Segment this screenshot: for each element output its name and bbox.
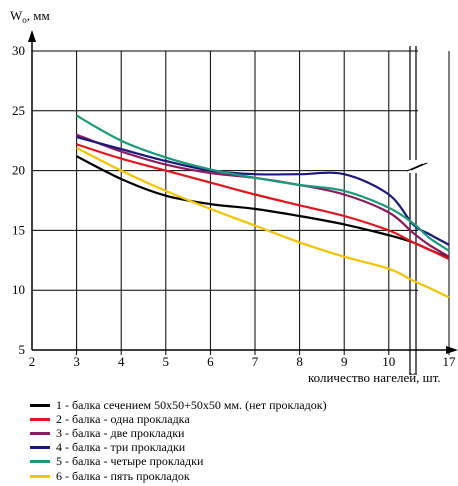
y-tick-label: 20 [12, 163, 25, 178]
y-axis-label-subscript: o [22, 15, 27, 25]
legend-item-2: 2 - балка - одна прокладка [30, 412, 327, 426]
legend-label: 4 - балка - три прокладки [56, 440, 186, 455]
x-tick-label: 9 [341, 354, 348, 369]
x-tick-label: 5 [163, 354, 170, 369]
legend: 1 - балка сечением 50х50+50х50 мм. (нет … [30, 398, 327, 483]
legend-swatch [30, 431, 50, 435]
series-lines [76, 114, 450, 299]
legend-label: 6 - балка - пять прокладок [56, 468, 190, 483]
grid-lines [32, 50, 450, 350]
legend-label: 5 - балка - четыре прокладки [56, 454, 204, 469]
legend-item-6: 6 - балка - пять прокладок [30, 469, 327, 483]
y-tick-label: 15 [12, 222, 25, 237]
tick-labels: 5 10 15 20 25 30 2 3 4 5 6 7 8 9 10 17 [12, 43, 456, 369]
x-tick-label: 8 [296, 354, 303, 369]
axis-break-slash [406, 163, 424, 172]
legend-item-4: 4 - балка - три прокладки [30, 440, 327, 455]
legend-item-1: 1 - балка сечением 50х50+50х50 мм. (нет … [30, 398, 327, 412]
y-axis-label: Wo, мм [10, 8, 50, 25]
series-line-1 [76, 155, 450, 259]
x-tick-label: 6 [207, 354, 214, 369]
legend-swatch [30, 474, 50, 478]
legend-label: 3 - балка - две прокладки [56, 425, 185, 440]
legend-swatch [30, 417, 50, 421]
x-tick-label: 4 [118, 354, 125, 369]
line-chart: 5 10 15 20 25 30 2 3 4 5 6 7 8 9 10 17 Wo, мм количеств… [10, 8, 458, 385]
y-axis-label-unit: , мм [27, 8, 50, 23]
y-axis-arrow [28, 30, 36, 42]
x-tick-label: 7 [252, 354, 259, 369]
x-axis-arrow [446, 346, 458, 354]
axis-break-slash [410, 162, 428, 171]
x-tick-label: 10 [382, 354, 395, 369]
y-tick-label: 25 [12, 103, 25, 118]
legend-swatch [30, 403, 50, 407]
series-line-6 [76, 146, 450, 299]
x-axis-label: количество нагелей, шт. [308, 370, 441, 385]
series-line-2 [76, 143, 450, 261]
x-tick-label: 17 [443, 354, 457, 369]
y-tick-label: 10 [12, 282, 25, 297]
legend-label: 2 - балка - одна прокладка [56, 411, 190, 426]
series-line-5 [76, 114, 450, 252]
x-tick-label: 3 [73, 354, 80, 369]
legend-label: 1 - балка сечением 50х50+50х50 мм. (нет … [56, 397, 327, 412]
legend-item-3: 3 - балка - две прокладки [30, 426, 327, 440]
y-tick-label: 5 [19, 342, 26, 357]
x-tick-label: 2 [29, 354, 36, 369]
legend-item-5: 5 - балка - четыре прокладки [30, 454, 327, 469]
legend-swatch [30, 460, 50, 464]
legend-swatch [30, 446, 50, 450]
axes [28, 30, 458, 375]
y-tick-label: 30 [12, 43, 25, 58]
